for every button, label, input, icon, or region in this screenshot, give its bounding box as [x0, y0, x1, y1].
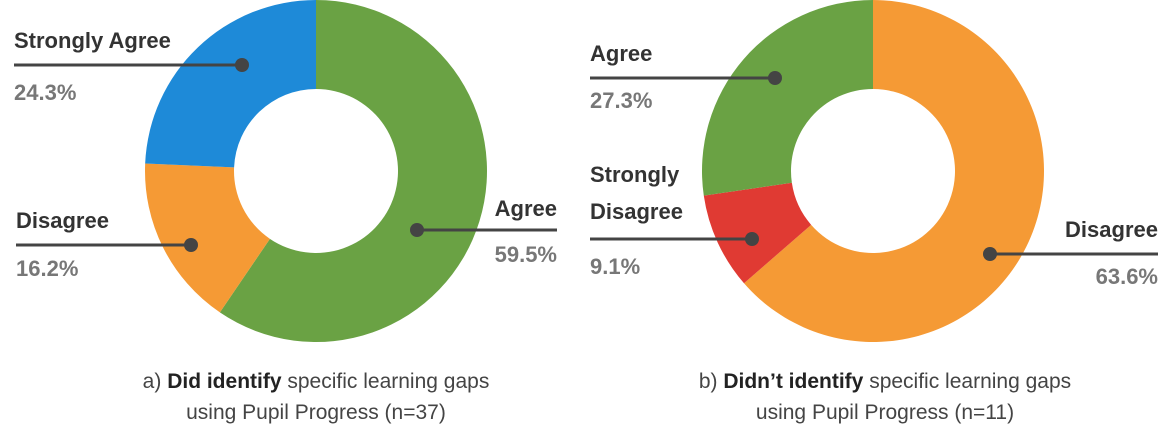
donut-slice [219, 0, 488, 342]
caption-emphasis: Didn’t identify [723, 370, 864, 393]
slice-value: 27.3% [590, 88, 652, 113]
caption-prefix: a) [142, 370, 162, 393]
donut-slice [145, 0, 316, 168]
leader-dot [184, 238, 198, 252]
leader-dot [745, 232, 759, 246]
slice-label: Strongly Disagree [590, 162, 683, 224]
caption-prefix: b) [698, 370, 718, 393]
donut-slice [703, 182, 812, 284]
leader-dot [410, 223, 424, 237]
slice-label: Agree [590, 41, 652, 66]
leader-dot [983, 247, 997, 261]
leader-dot [235, 58, 249, 72]
caption: b) Didn’t identify specific learning gap… [683, 366, 1087, 428]
donut-slice [744, 0, 1044, 342]
slice-value: 16.2% [16, 256, 78, 281]
slice-label: Agree [495, 196, 557, 221]
slice-label: Disagree [16, 208, 109, 233]
slice-value: 9.1% [590, 254, 640, 279]
donut-slice [702, 0, 873, 196]
donut-slice [145, 163, 270, 313]
slice-value: 63.6% [1096, 264, 1158, 289]
slice-label: Disagree [1065, 217, 1158, 242]
slice-value: 24.3% [14, 80, 76, 105]
slice-label: Strongly Agree [14, 28, 171, 53]
label-line: Strongly [590, 162, 680, 187]
leader-dot [768, 71, 782, 85]
label-line: Disagree [590, 199, 683, 224]
charts: Agree 59.5% Disagree 16.2% Strongly Agree 24.… [14, 0, 1158, 342]
caption-rest: specific learning gaps using Pupil Progr… [755, 370, 1072, 424]
caption: a) Did identify specific learning gaps u… [128, 366, 504, 428]
slice-value: 59.5% [495, 242, 557, 267]
caption-rest: specific learning gaps using Pupil Progr… [186, 370, 490, 424]
caption-emphasis: Did identify [167, 370, 282, 393]
